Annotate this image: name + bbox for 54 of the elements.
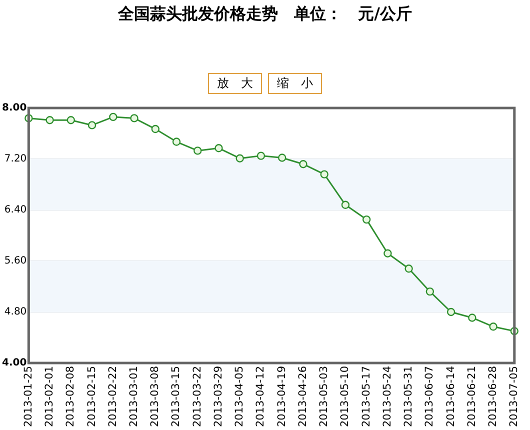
x-tick-label: 2013-04-26 (296, 366, 309, 428)
x-tick-label: 2013-02-15 (86, 366, 98, 428)
y-tick-label: 4.80 (4, 306, 27, 318)
point (404, 264, 413, 273)
y-tick-label: 5.60 (4, 256, 27, 267)
x-tick-label: 2013-03-22 (191, 366, 204, 428)
text: 缩 小 (268, 73, 322, 94)
x-tick-label: 2013-06-21 (466, 366, 478, 428)
text: 放 大 (208, 73, 262, 94)
chart-title: 全国蒜头批发价格走势 单位： 元/公斤 (116, 4, 413, 25)
point (172, 138, 181, 146)
x-tick-label: 2013-05-24 (381, 366, 394, 428)
point (362, 215, 371, 224)
x-tick-label: 2013-04-05 (234, 366, 246, 428)
y-tick-label: 6.40 (4, 204, 27, 216)
point (46, 116, 54, 124)
x-tick-label: 2013-03-08 (149, 366, 162, 428)
x-tick-label: 2013-05-10 (339, 366, 352, 428)
x-tick-label: 2013-02-01 (44, 366, 56, 428)
point (299, 160, 308, 168)
x-tick-label: 2013-07-05 (508, 366, 520, 428)
point (66, 116, 76, 124)
x-tick-label: 2013-05-17 (360, 366, 372, 428)
point (489, 322, 498, 331)
point (278, 154, 286, 162)
x-tick-label: 2013-04-12 (254, 366, 267, 428)
x-tick-label: 2013-02-08 (64, 366, 77, 428)
point (214, 144, 223, 152)
point (341, 200, 350, 209)
point (194, 146, 202, 155)
point (151, 124, 160, 134)
point (320, 170, 328, 178)
x-tick-label: 2013-06-07 (424, 366, 436, 428)
x-tick-label: 2013-01-25 (22, 366, 34, 428)
y-tick-label: 7.20 (4, 154, 27, 165)
point (384, 249, 392, 258)
x-tick-label: 2013-04-19 (276, 366, 288, 428)
point (468, 314, 476, 322)
point (446, 308, 456, 316)
point (236, 154, 244, 162)
x-tick-label: 2013-03-01 (128, 366, 140, 428)
point (109, 112, 118, 122)
x-tick-label: 2013-05-31 (402, 366, 415, 428)
x-tick-label: 2013-02-22 (106, 366, 119, 428)
point (130, 114, 138, 122)
point (256, 152, 266, 160)
x-tick-label: 2013-06-28 (487, 366, 500, 428)
y-tick-label: 8.00 (2, 102, 27, 114)
x-tick-label: 2013-06-14 (444, 366, 457, 428)
x-tick-label: 2013-03-29 (212, 366, 224, 428)
x-tick-label: 2013-03-15 (170, 366, 182, 428)
point (88, 121, 96, 130)
x-tick-label: 2013-05-03 (318, 366, 330, 428)
point (426, 287, 434, 296)
